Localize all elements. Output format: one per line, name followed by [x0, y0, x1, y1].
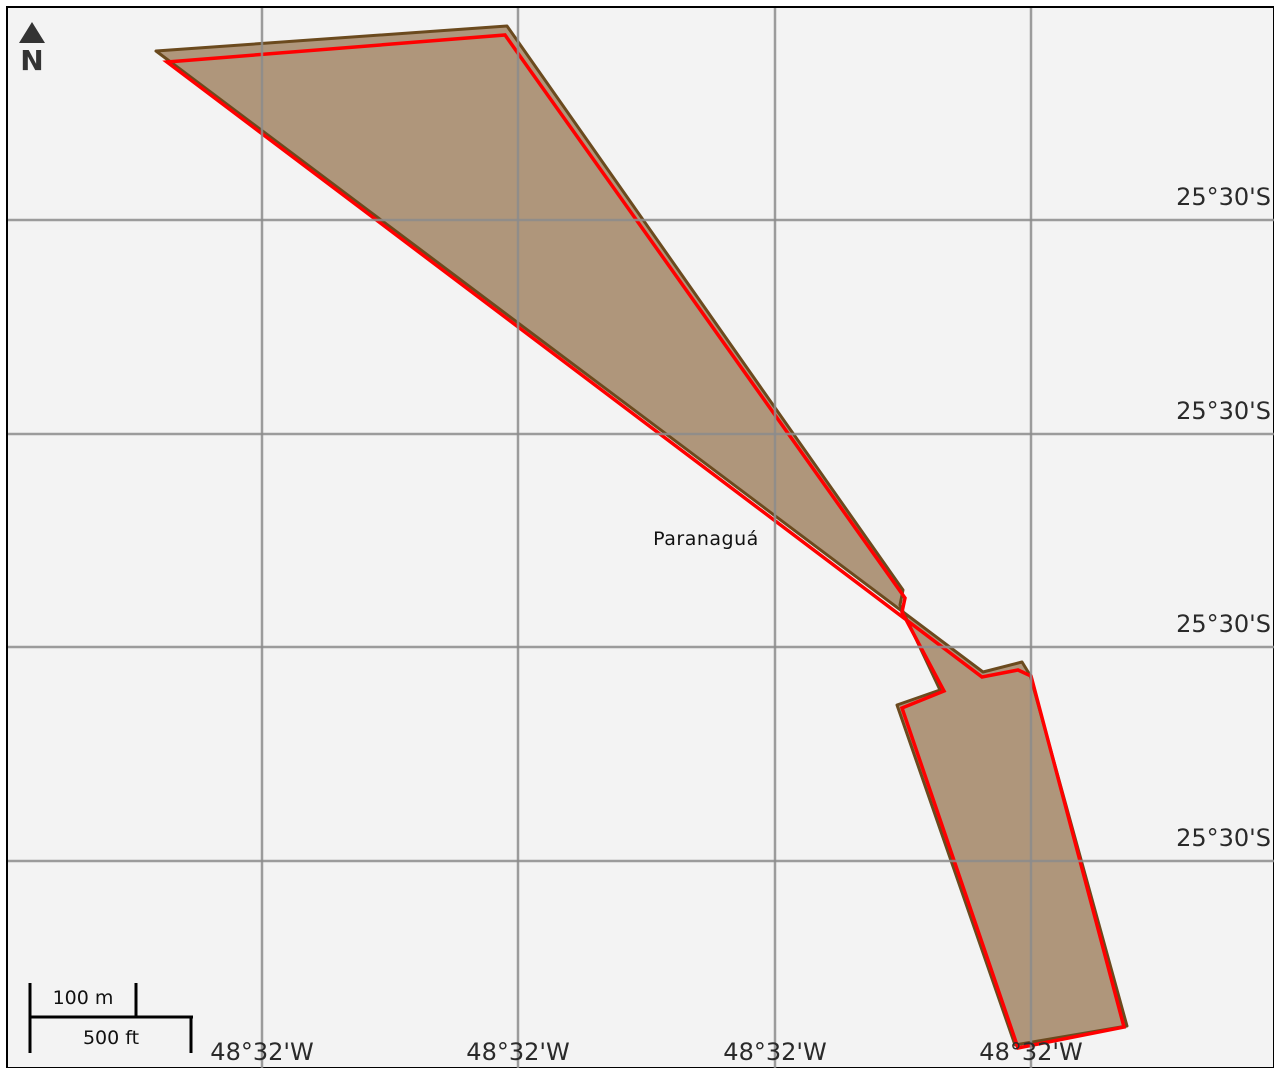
- longitude-label: 48°32'W: [979, 1038, 1082, 1066]
- scale-bar-metric-label: 100 m: [53, 987, 114, 1009]
- latitude-label: 25°30'S: [1176, 824, 1271, 852]
- latitude-label: 25°30'S: [1176, 397, 1271, 425]
- latitude-label: 25°30'S: [1176, 610, 1271, 638]
- place-label: Paranaguá: [653, 528, 759, 550]
- longitude-label: 48°32'W: [466, 1038, 569, 1066]
- longitude-label: 48°32'W: [723, 1038, 826, 1066]
- scale-bar-imperial-label: 500 ft: [83, 1027, 139, 1049]
- latitude-label: 25°30'S: [1176, 183, 1271, 211]
- longitude-label: 48°32'W: [210, 1038, 313, 1066]
- north-label: N: [20, 44, 43, 77]
